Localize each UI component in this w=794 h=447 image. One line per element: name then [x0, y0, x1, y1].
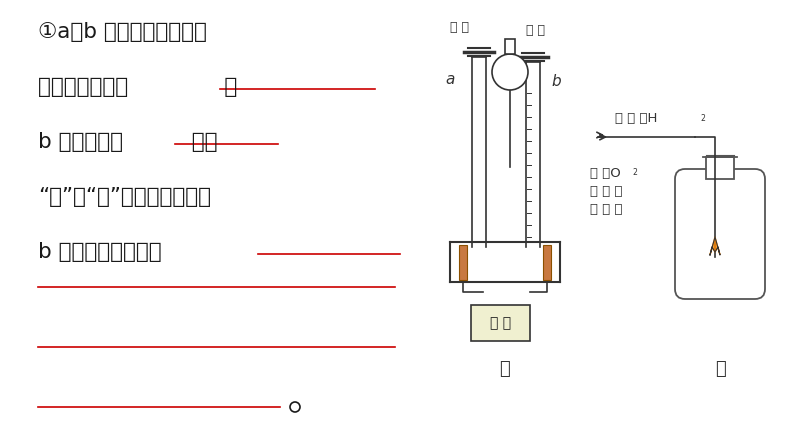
- FancyBboxPatch shape: [675, 169, 765, 299]
- Text: 的 干 燥: 的 干 燥: [590, 185, 622, 198]
- Text: 干 燥 的H: 干 燥 的H: [615, 112, 657, 125]
- Text: b: b: [551, 73, 561, 89]
- Bar: [459, 245, 467, 280]
- Text: 体的体积比约为              ，: 体的体积比约为 ，: [38, 77, 237, 97]
- Text: 集 气 瓶: 集 气 瓶: [590, 203, 622, 216]
- Text: a: a: [445, 72, 455, 87]
- Text: 活 塞: 活 塞: [450, 21, 469, 34]
- Text: ①a、b 两管中收集到的气: ①a、b 两管中收集到的气: [38, 22, 207, 42]
- Text: $_2$: $_2$: [700, 113, 706, 125]
- Text: $_2$: $_2$: [632, 167, 638, 179]
- Text: 甲: 甲: [499, 360, 511, 378]
- Circle shape: [492, 54, 528, 90]
- Text: b 管与电源的          （填: b 管与电源的 （填: [38, 132, 218, 152]
- Text: 盛 有O: 盛 有O: [590, 167, 621, 180]
- FancyBboxPatch shape: [505, 39, 515, 54]
- Text: 乙: 乙: [715, 360, 726, 378]
- Text: b 管中气体的方法是: b 管中气体的方法是: [38, 242, 203, 262]
- FancyBboxPatch shape: [471, 305, 530, 341]
- Bar: [543, 245, 551, 280]
- Bar: [706, 157, 734, 179]
- Text: 电 源: 电 源: [490, 316, 511, 330]
- Text: 活 塞: 活 塞: [526, 24, 545, 37]
- Text: “正”或“负”）极相连；检验: “正”或“负”）极相连；检验: [38, 187, 211, 207]
- Polygon shape: [710, 237, 720, 255]
